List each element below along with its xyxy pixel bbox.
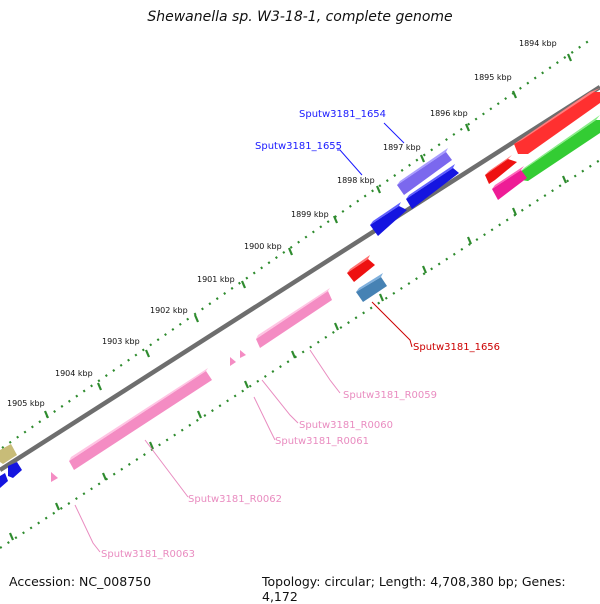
gene-label-sputw3181-1655: Sputw3181_1655 xyxy=(255,141,342,152)
outer-tick-track xyxy=(1,39,591,449)
gene-label-sputw3181-r0062: Sputw3181_R0062 xyxy=(188,494,282,505)
inner-tick-track xyxy=(0,159,600,549)
leader-lines xyxy=(74,122,413,553)
tick-label-1895: 1895 kbp xyxy=(474,73,512,82)
tick-label-1904: 1904 kbp xyxy=(55,369,93,378)
cds-red-small xyxy=(485,155,517,184)
tick-label-1903: 1903 kbp xyxy=(102,337,140,346)
cds-blue-left-2 xyxy=(0,473,8,488)
tick-label-1900: 1900 kbp xyxy=(244,242,282,251)
gene-label-sputw3181-r0063: Sputw3181_R0063 xyxy=(101,549,195,560)
cds-sputw3181-1655 xyxy=(406,164,459,209)
cds-sputw3181-1654 xyxy=(397,148,452,195)
cds-red-upper xyxy=(514,88,600,154)
gene-label-sputw3181-r0059: Sputw3181_R0059 xyxy=(343,390,437,401)
tick-label-1901: 1901 kbp xyxy=(197,275,235,284)
cds-green xyxy=(520,115,600,181)
tick-label-1896: 1896 kbp xyxy=(430,109,468,118)
gene-label-sputw3181-1654: Sputw3181_1654 xyxy=(299,109,386,120)
tick-label-1899: 1899 kbp xyxy=(291,210,329,219)
outer-minor-ticks xyxy=(1,39,591,449)
gene-label-sputw3181-r0060: Sputw3181_R0060 xyxy=(299,420,393,431)
inner-major-ticks xyxy=(8,175,568,541)
map-title: Shewanella sp. W3-18-1, complete genome xyxy=(147,9,453,25)
rna-sputw3181-r0059 xyxy=(256,288,332,348)
gene-label-sputw3181-r0061: Sputw3181_R0061 xyxy=(275,436,369,447)
cds-magenta xyxy=(492,166,527,200)
tick-label-1902: 1902 kbp xyxy=(150,306,188,315)
gene-features xyxy=(0,88,600,488)
rna-sputw3181-r0063 xyxy=(51,472,58,482)
rna-sputw3181-r0062 xyxy=(69,368,212,470)
inner-minor-ticks xyxy=(0,159,600,549)
cds-red-1656-upper xyxy=(347,255,375,282)
genome-backbone xyxy=(0,85,600,472)
cds-sputw3181-1656 xyxy=(356,273,387,302)
rna-sputw3181-r0060 xyxy=(240,350,246,358)
cds-blue-left-1 xyxy=(8,462,22,478)
cds-olive-left xyxy=(0,444,17,464)
tick-labels: 1894 kbp 1895 kbp 1896 kbp 1897 kbp 1898… xyxy=(7,39,557,408)
cds-blue-small xyxy=(370,202,407,236)
gene-labels: Sputw3181_1654 Sputw3181_1655 Sputw3181_… xyxy=(101,109,500,560)
rna-sputw3181-r0061 xyxy=(230,357,236,366)
outer-major-ticks xyxy=(43,53,573,419)
tick-label-1898: 1898 kbp xyxy=(337,176,375,185)
tick-label-1894: 1894 kbp xyxy=(519,39,557,48)
tick-label-1897: 1897 kbp xyxy=(383,143,421,152)
tick-label-1905: 1905 kbp xyxy=(7,399,45,408)
accession-text: Accession: NC_008750 xyxy=(9,574,152,589)
gene-label-sputw3181-1656: Sputw3181_1656 xyxy=(413,342,500,353)
